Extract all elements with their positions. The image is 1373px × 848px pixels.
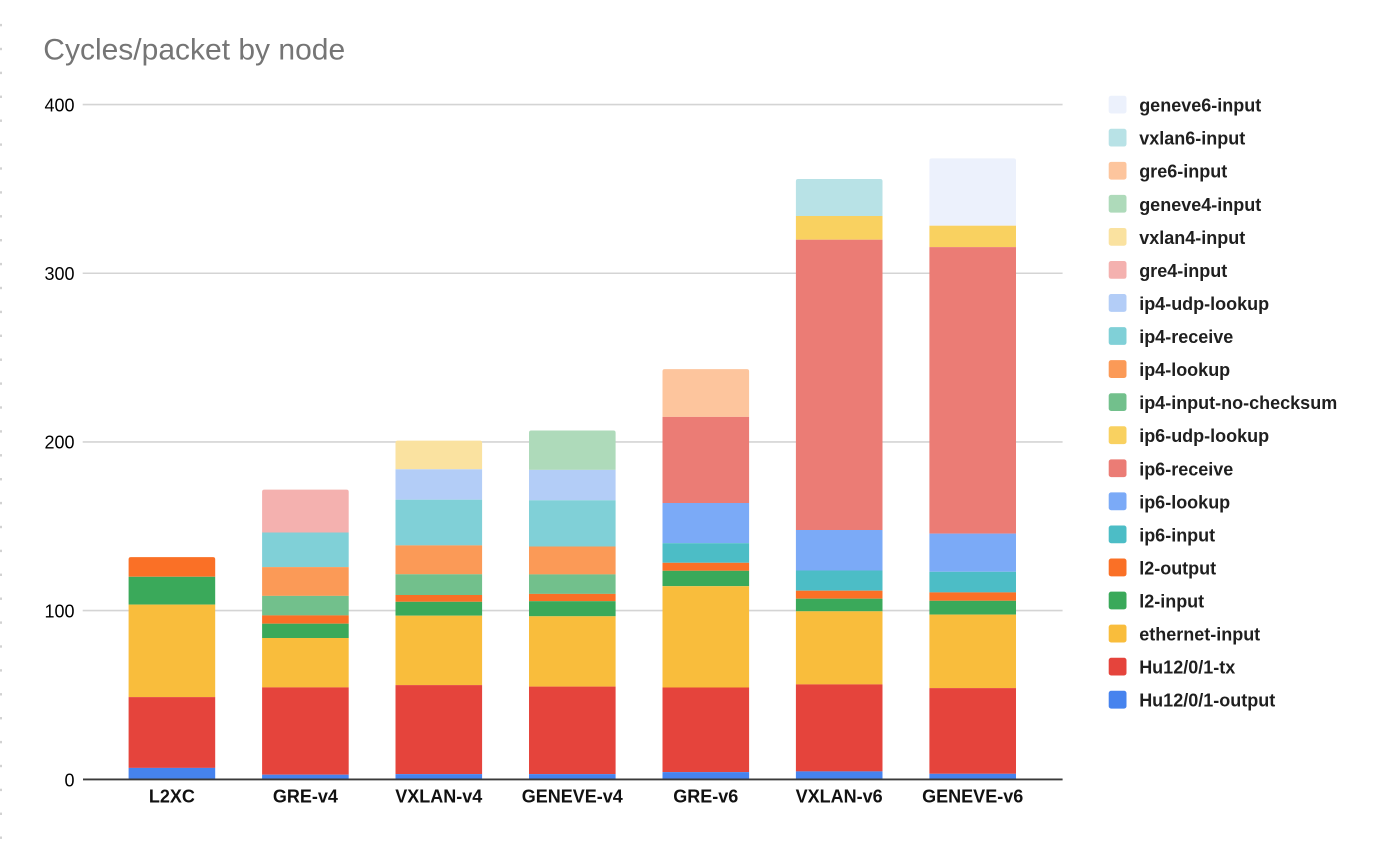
svg-text:L2XC: L2XC xyxy=(149,786,195,806)
svg-text:ip6-input: ip6-input xyxy=(1139,525,1215,545)
svg-text:ip4-input-no-checksum: ip4-input-no-checksum xyxy=(1139,393,1337,413)
svg-text:l2-output: l2-output xyxy=(1139,558,1216,578)
svg-text:geneve4-input: geneve4-input xyxy=(1139,195,1261,215)
svg-text:gre6-input: gre6-input xyxy=(1139,162,1227,182)
svg-text:GENEVE-v4: GENEVE-v4 xyxy=(522,786,623,806)
svg-text:Cycles/packet by node: Cycles/packet by node xyxy=(43,34,345,67)
svg-text:Hu12/0/1-output: Hu12/0/1-output xyxy=(1139,691,1275,711)
svg-text:Hu12/0/1-tx: Hu12/0/1-tx xyxy=(1139,658,1235,678)
svg-text:GRE-v6: GRE-v6 xyxy=(673,786,738,806)
svg-text:ip6-receive: ip6-receive xyxy=(1139,459,1233,479)
svg-text:400: 400 xyxy=(44,95,74,115)
svg-text:GENEVE-v6: GENEVE-v6 xyxy=(922,786,1023,806)
svg-text:VXLAN-v6: VXLAN-v6 xyxy=(796,786,883,806)
svg-text:ip4-receive: ip4-receive xyxy=(1139,327,1233,347)
svg-text:0: 0 xyxy=(64,770,74,790)
svg-text:l2-input: l2-input xyxy=(1139,592,1204,612)
svg-text:gre4-input: gre4-input xyxy=(1139,261,1227,281)
svg-text:ethernet-input: ethernet-input xyxy=(1139,625,1260,645)
svg-text:VXLAN-v4: VXLAN-v4 xyxy=(395,786,482,806)
svg-text:geneve6-input: geneve6-input xyxy=(1139,96,1261,116)
svg-text:vxlan6-input: vxlan6-input xyxy=(1139,129,1245,149)
svg-text:ip4-lookup: ip4-lookup xyxy=(1139,360,1230,380)
svg-text:GRE-v4: GRE-v4 xyxy=(273,786,338,806)
svg-text:ip4-udp-lookup: ip4-udp-lookup xyxy=(1139,294,1269,314)
svg-text:ip6-udp-lookup: ip6-udp-lookup xyxy=(1139,426,1269,446)
svg-text:100: 100 xyxy=(44,601,74,621)
svg-text:300: 300 xyxy=(44,264,74,284)
svg-text:vxlan4-input: vxlan4-input xyxy=(1139,228,1245,248)
svg-text:ip6-lookup: ip6-lookup xyxy=(1139,492,1230,512)
svg-text:200: 200 xyxy=(44,433,74,453)
